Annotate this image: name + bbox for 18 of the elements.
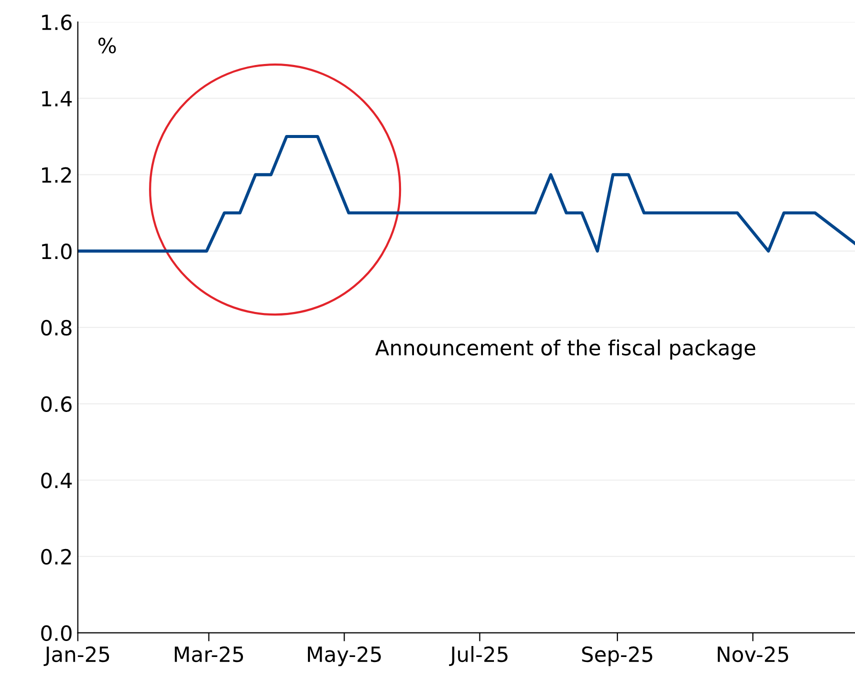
y-tick-label: 0.4: [41, 472, 72, 488]
y-tick-label: 0.6: [41, 396, 72, 412]
y-axis-title: %: [98, 38, 116, 54]
y-tick-label: 0.8: [41, 320, 72, 336]
annotation: Announcement of the fiscal package: [375, 339, 756, 360]
y-tick-label: 1.4: [42, 91, 72, 106]
y-tick-label: 1.0: [42, 244, 72, 260]
x-tick-label: Mar-25: [174, 646, 243, 662]
y-tick-label: 1.2: [42, 167, 71, 183]
x-tick-label: May-25: [308, 646, 381, 666]
x-tick-label: Nov-25: [718, 646, 788, 662]
x-tick-label: Jan-25: [44, 646, 110, 666]
line-series: [78, 135, 855, 253]
x-tick-label: Sep-25: [582, 646, 652, 666]
x-tick-label: Jul-25: [449, 646, 508, 666]
y-tick-label: 0.2: [41, 548, 71, 565]
y-tick-label: 0.0: [41, 625, 72, 642]
y-tick-label: 1.6: [42, 14, 72, 30]
